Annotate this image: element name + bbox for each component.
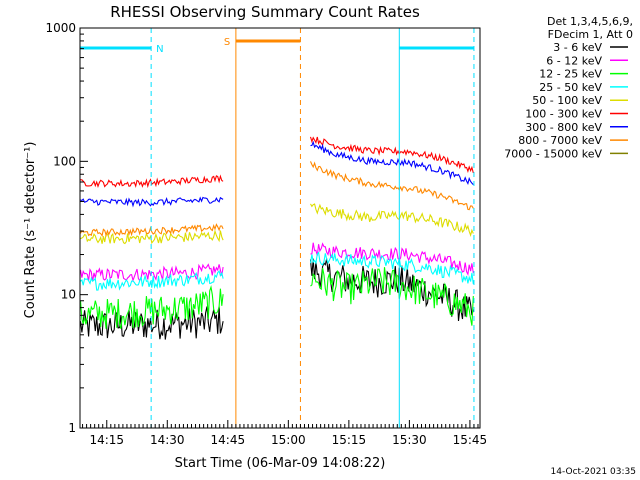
series-line-2-segment-1 [79, 263, 224, 283]
x-axis: 14:15 14:30 14:45 15:00 15:15 15:30 15:45 [82, 420, 488, 447]
legend-entry-label-9: 7000 - 15000 keV [504, 147, 602, 160]
legend-entry-label-3: 12 - 25 keV [539, 68, 602, 81]
chart-title: RHESSI Observing Summary Count Rates [110, 3, 420, 21]
series-line-8-segment-1 [80, 223, 224, 238]
series-line-3-segment-2 [310, 267, 474, 326]
legend-entry-label-6: 100 - 300 keV [525, 108, 602, 121]
series-line-2-segment-2 [310, 242, 474, 276]
plot-area: NS [79, 28, 475, 428]
series-line-5-segment-1 [80, 229, 224, 245]
marker-S-label: S [224, 37, 230, 48]
x-tick-label-5: 15:15 [332, 433, 367, 447]
x-tick-label-7: 15:45 [453, 433, 488, 447]
series-line-7-segment-2 [310, 140, 474, 185]
x-tick-label-1: 14:15 [89, 433, 124, 447]
legend-header-line-2: FDecim 1, Att 0 [548, 28, 633, 41]
plot-frame [79, 27, 481, 429]
series-line-4-segment-2 [309, 251, 474, 285]
series-line-8-segment-2 [309, 161, 474, 211]
x-tick-label-2: 14:30 [150, 433, 185, 447]
legend-entry-label-7: 300 - 800 keV [525, 121, 602, 134]
x-tick-label-3: 14:45 [211, 433, 246, 447]
series-line-7-segment-1 [80, 196, 224, 208]
marker-N-label: N [156, 44, 163, 55]
legend-entry-label-2: 6 - 12 keV [546, 54, 602, 67]
legend: Det 1,3,4,5,6,9, FDecim 1, Att 0 3 - 6 k… [504, 15, 633, 160]
x-axis-label: Start Time (06-Mar-09 14:08:22) [175, 456, 386, 471]
y-tick-label-4: 1000 [45, 21, 76, 35]
legend-header-line-1: Det 1,3,4,5,6,9, [547, 15, 633, 28]
legend-entry-label-4: 25 - 50 keV [539, 81, 602, 94]
series-line-1-segment-1 [79, 306, 224, 340]
y-axis-label: Count Rate (s⁻¹ detector⁻¹) [23, 142, 38, 319]
y-axis: 1 10 100 1000 [45, 21, 88, 435]
legend-entry-label-8: 800 - 7000 keV [518, 134, 602, 147]
legend-entry-label-5: 50 - 100 keV [532, 94, 602, 107]
x-tick-label-6: 15:30 [392, 433, 427, 447]
series-line-6-segment-1 [80, 174, 224, 189]
series-line-4-segment-1 [80, 269, 224, 291]
x-tick-label-4: 15:00 [271, 433, 306, 447]
series-line-6-segment-2 [309, 136, 474, 174]
y-tick-label-1: 1 [68, 421, 76, 435]
y-tick-label-2: 10 [61, 288, 76, 302]
legend-entry-label-1: 3 - 6 keV [553, 41, 602, 54]
y-tick-label-3: 100 [53, 154, 76, 168]
series-line-5-segment-2 [310, 203, 474, 238]
footer-date: 14-Oct-2021 03:35 [551, 467, 636, 477]
series-line-3-segment-1 [79, 285, 224, 329]
